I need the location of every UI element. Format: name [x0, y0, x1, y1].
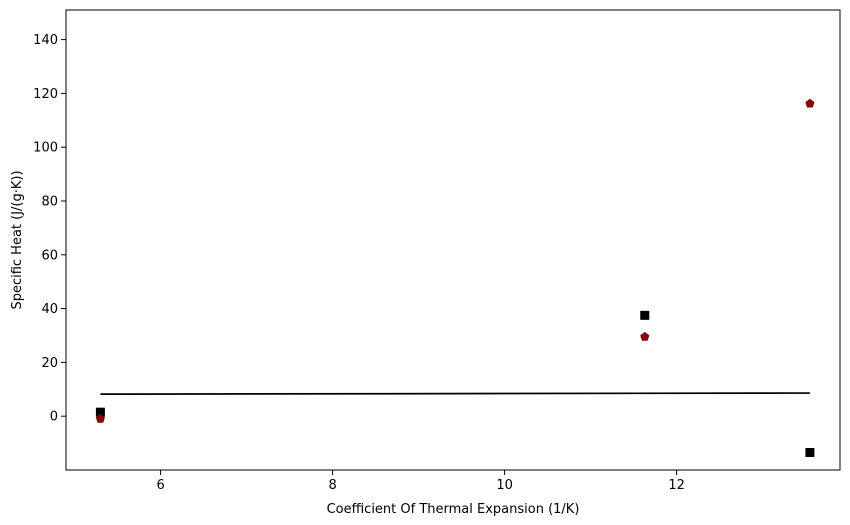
y-tick-label: 120 — [33, 87, 58, 102]
y-axis-label: Specific Heat (J/(g·K)) — [10, 170, 25, 309]
data-point-pentagon — [640, 332, 650, 341]
x-tick-label: 6 — [156, 478, 164, 493]
y-tick-label: 80 — [41, 194, 58, 209]
y-tick-label: 100 — [33, 141, 58, 156]
y-tick-label: 0 — [50, 410, 58, 425]
x-tick-label: 10 — [496, 478, 513, 493]
x-axis-label: Coefficient Of Thermal Expansion (1/K) — [327, 502, 580, 517]
trend-line-group — [100, 392, 810, 395]
x-tick-label: 8 — [328, 478, 336, 493]
plot-area — [65, 9, 841, 471]
y-tick-label: 140 — [33, 33, 58, 48]
data-point-square — [95, 407, 105, 417]
y-axis-ticks: 0 20 40 60 80 100 120 140 — [33, 33, 66, 425]
data-point-square — [640, 310, 650, 320]
y-tick-label: 40 — [41, 302, 58, 317]
y-tick-label: 20 — [41, 356, 58, 371]
data-point-square — [805, 448, 815, 458]
x-axis-ticks: 6 8 10 12 — [156, 470, 685, 493]
x-tick-label: 12 — [668, 478, 685, 493]
data-points — [95, 98, 815, 458]
trend-line — [100, 392, 810, 395]
data-point-pentagon — [805, 98, 815, 108]
data-point-pentagon — [95, 414, 105, 423]
y-tick-label: 60 — [41, 248, 58, 263]
